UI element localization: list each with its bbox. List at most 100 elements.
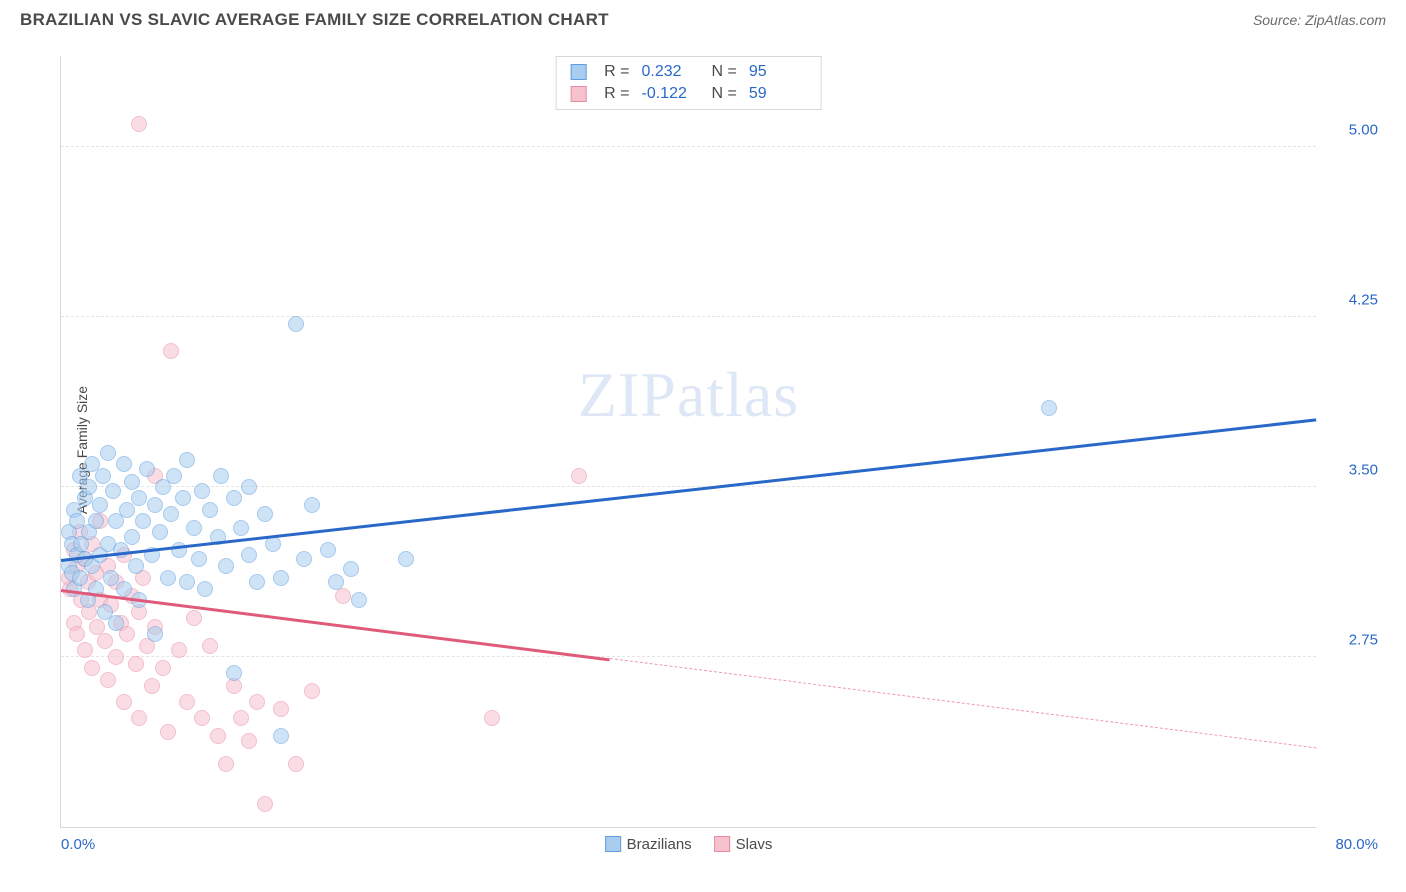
- data-point: [128, 558, 144, 574]
- data-point: [77, 642, 93, 658]
- data-point: [218, 558, 234, 574]
- data-point: [116, 694, 132, 710]
- data-point: [202, 502, 218, 518]
- data-point: [328, 574, 344, 590]
- swatch-brazilians-icon: [570, 64, 586, 80]
- data-point: [108, 649, 124, 665]
- data-point: [304, 683, 320, 699]
- data-point: [69, 626, 85, 642]
- n-value-brazilians: 95: [749, 63, 807, 81]
- data-point: [249, 694, 265, 710]
- data-point: [194, 710, 210, 726]
- data-point: [128, 656, 144, 672]
- data-point: [210, 728, 226, 744]
- plot-area: ZIPatlas R = 0.232 N = 95 R = -0.122 N =…: [60, 56, 1316, 828]
- data-point: [147, 626, 163, 642]
- data-point: [484, 710, 500, 726]
- data-point: [343, 561, 359, 577]
- data-point: [249, 574, 265, 590]
- data-point: [288, 316, 304, 332]
- n-value-slavs: 59: [749, 85, 807, 103]
- n-label: N =: [712, 85, 737, 103]
- legend-label-slavs: Slavs: [736, 836, 773, 853]
- swatch-brazilians-icon: [605, 836, 621, 852]
- data-point: [92, 497, 108, 513]
- data-point: [160, 724, 176, 740]
- data-point: [197, 581, 213, 597]
- data-point: [175, 490, 191, 506]
- data-point: [273, 570, 289, 586]
- source-prefix: Source:: [1253, 12, 1305, 28]
- data-point: [124, 529, 140, 545]
- data-point: [351, 592, 367, 608]
- data-point: [273, 701, 289, 717]
- data-point: [131, 116, 147, 132]
- data-point: [105, 483, 121, 499]
- data-point: [296, 551, 312, 567]
- data-point: [166, 468, 182, 484]
- data-point: [241, 479, 257, 495]
- data-point: [213, 468, 229, 484]
- data-point: [179, 574, 195, 590]
- data-point: [1041, 400, 1057, 416]
- source-name: ZipAtlas.com: [1305, 12, 1386, 28]
- data-point: [144, 678, 160, 694]
- gridline: [61, 656, 1316, 657]
- data-point: [97, 633, 113, 649]
- data-point: [116, 581, 132, 597]
- data-point: [119, 502, 135, 518]
- data-point: [233, 520, 249, 536]
- r-value-brazilians: 0.232: [642, 63, 700, 81]
- data-point: [163, 343, 179, 359]
- data-point: [139, 461, 155, 477]
- data-point: [163, 506, 179, 522]
- r-value-slavs: -0.122: [642, 85, 700, 103]
- data-point: [335, 588, 351, 604]
- watermark: ZIPatlas: [578, 358, 799, 432]
- data-point: [113, 542, 129, 558]
- data-point: [320, 542, 336, 558]
- legend-item-slavs: Slavs: [714, 836, 773, 853]
- data-point: [233, 710, 249, 726]
- swatch-slavs-icon: [570, 86, 586, 102]
- swatch-slavs-icon: [714, 836, 730, 852]
- data-point: [131, 490, 147, 506]
- y-tick-label: 2.75: [1349, 631, 1378, 648]
- data-point: [100, 672, 116, 688]
- stats-row-brazilians: R = 0.232 N = 95: [570, 61, 807, 83]
- trend-line: [610, 658, 1316, 748]
- data-point: [226, 665, 242, 681]
- data-point: [116, 456, 132, 472]
- data-point: [147, 497, 163, 513]
- data-point: [81, 479, 97, 495]
- data-point: [108, 615, 124, 631]
- data-point: [194, 483, 210, 499]
- data-point: [288, 756, 304, 772]
- data-point: [155, 660, 171, 676]
- r-label: R =: [604, 63, 629, 81]
- stats-legend: R = 0.232 N = 95 R = -0.122 N = 59: [555, 56, 822, 110]
- data-point: [179, 694, 195, 710]
- data-point: [171, 642, 187, 658]
- source-credit: Source: ZipAtlas.com: [1253, 12, 1386, 28]
- data-point: [124, 474, 140, 490]
- data-point: [257, 506, 273, 522]
- data-point: [72, 570, 88, 586]
- data-point: [304, 497, 320, 513]
- gridline: [61, 146, 1316, 147]
- data-point: [226, 490, 242, 506]
- y-tick-label: 5.00: [1349, 121, 1378, 138]
- legend-label-brazilians: Brazilians: [627, 836, 692, 853]
- r-label: R =: [604, 85, 629, 103]
- data-point: [100, 445, 116, 461]
- data-point: [241, 733, 257, 749]
- data-point: [218, 756, 234, 772]
- x-tick-max: 80.0%: [1335, 836, 1378, 853]
- data-point: [88, 513, 104, 529]
- y-tick-label: 3.50: [1349, 461, 1378, 478]
- data-point: [131, 710, 147, 726]
- data-point: [186, 520, 202, 536]
- chart-container: Average Family Size ZIPatlas R = 0.232 N…: [48, 48, 1386, 852]
- gridline: [61, 316, 1316, 317]
- stats-row-slavs: R = -0.122 N = 59: [570, 83, 807, 105]
